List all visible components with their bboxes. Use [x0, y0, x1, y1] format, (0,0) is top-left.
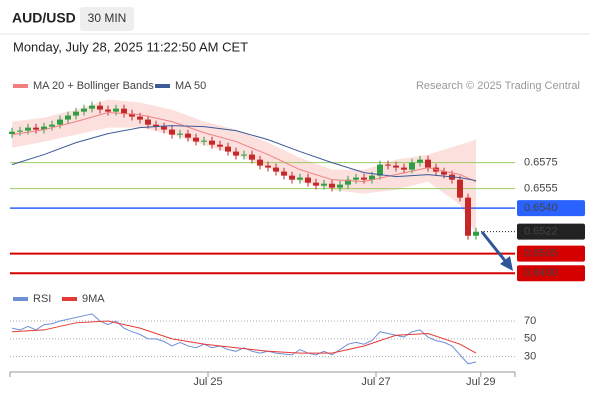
- candle-body: [17, 130, 23, 132]
- candle-body: [473, 231, 479, 236]
- candle-body: [249, 154, 255, 160]
- timestamp: Monday, July 28, 2025 11:22:50 AM CET: [13, 39, 248, 54]
- candle-body: [25, 127, 31, 131]
- indicator-line: [11, 313, 477, 365]
- candle-body: [161, 126, 167, 130]
- candle-body: [169, 129, 175, 135]
- candle-body: [153, 124, 159, 127]
- attribution: Research © 2025 Trading Central: [416, 80, 580, 92]
- plot: MA 20 + Bollinger Bands MA 50 0.6575 0.6555…: [9, 80, 585, 388]
- candle-body: [137, 116, 143, 120]
- x-tick-label: Jul 29: [466, 376, 495, 388]
- candle-body: [33, 127, 39, 130]
- symbol: AUD/USD: [12, 10, 76, 26]
- ma-line: [11, 112, 477, 183]
- candle-body: [121, 108, 127, 114]
- candle-body: [337, 184, 343, 188]
- candle-body: [417, 159, 423, 163]
- indicator-line: [11, 320, 477, 354]
- candle-body: [425, 159, 431, 168]
- level-label: 0.6540: [524, 202, 558, 214]
- candle-body: [321, 183, 327, 186]
- candle-body: [9, 131, 15, 135]
- level-label: 0.6490: [524, 267, 558, 279]
- candle-body: [145, 119, 151, 125]
- candle-body: [377, 164, 383, 176]
- legend-label: RSI: [33, 293, 51, 305]
- candle-body: [81, 108, 87, 112]
- y-tick-label: 70: [524, 315, 536, 327]
- bollinger-band: [12, 99, 476, 235]
- candle-body: [273, 167, 279, 172]
- legend-swatch: [13, 84, 28, 88]
- level-label-box: [517, 245, 585, 262]
- candle-body: [345, 179, 351, 185]
- x-tick-label: Jul 25: [193, 376, 222, 388]
- legend-label: MA 50: [175, 80, 206, 92]
- legend-swatch: [62, 297, 77, 301]
- candle-body: [289, 175, 295, 180]
- candle-body: [193, 137, 199, 142]
- candle-body: [281, 171, 287, 176]
- candle-body: [353, 177, 359, 180]
- level-label-box: [517, 223, 585, 240]
- legend-label: 9MA: [82, 293, 105, 305]
- candle-body: [369, 175, 375, 180]
- legend-label: MA 20 + Bollinger Bands: [33, 80, 154, 92]
- interval-button[interactable]: 30 MIN: [88, 11, 127, 25]
- candle-body: [129, 113, 135, 117]
- candle-body: [105, 109, 111, 112]
- y-tick-label: 50: [524, 333, 536, 345]
- candle-body: [361, 177, 367, 180]
- candle-body: [409, 162, 415, 170]
- candle-body: [313, 182, 319, 186]
- forecast-arrow-head: [500, 256, 513, 271]
- candle-body: [185, 133, 191, 138]
- x-tick-label: Jul 27: [361, 376, 390, 388]
- level-label: 0.6522: [524, 225, 558, 237]
- candle-body: [41, 126, 47, 130]
- forecast-arrow: [480, 231, 508, 263]
- candle-body: [57, 119, 63, 125]
- candle-body: [177, 133, 183, 135]
- candle-body: [97, 105, 103, 110]
- level-label-box: [517, 200, 585, 217]
- candle-body: [297, 177, 303, 180]
- ma-line: [11, 125, 477, 182]
- candle-body: [265, 165, 271, 168]
- candle-body: [201, 140, 207, 142]
- candle-body: [241, 154, 247, 156]
- legend-swatch: [13, 297, 28, 301]
- level-label: 0.6555: [524, 183, 558, 195]
- interval-button-bg[interactable]: [80, 7, 134, 31]
- candle-body: [217, 144, 223, 147]
- candle-body: [89, 105, 95, 109]
- candle-body: [49, 124, 55, 127]
- candle-body: [225, 146, 231, 152]
- level-label-box: [517, 265, 585, 282]
- candle-body: [257, 159, 263, 166]
- candle-body: [113, 108, 119, 112]
- level-label: 0.6575: [524, 157, 558, 169]
- candle-body: [73, 111, 79, 116]
- legend-swatch: [155, 84, 170, 88]
- candle-body: [209, 140, 215, 145]
- candle-body: [305, 177, 311, 183]
- level-label: 0.6505: [524, 248, 558, 260]
- candle-body: [441, 171, 447, 175]
- candle-body: [465, 197, 471, 236]
- y-tick-label: 30: [524, 351, 536, 363]
- candle-body: [329, 183, 335, 188]
- candle-body: [401, 167, 407, 170]
- candle-body: [233, 151, 239, 156]
- candle-body: [385, 164, 391, 166]
- candle-body: [393, 165, 399, 168]
- candle-body: [457, 179, 463, 198]
- candle-body: [65, 115, 71, 120]
